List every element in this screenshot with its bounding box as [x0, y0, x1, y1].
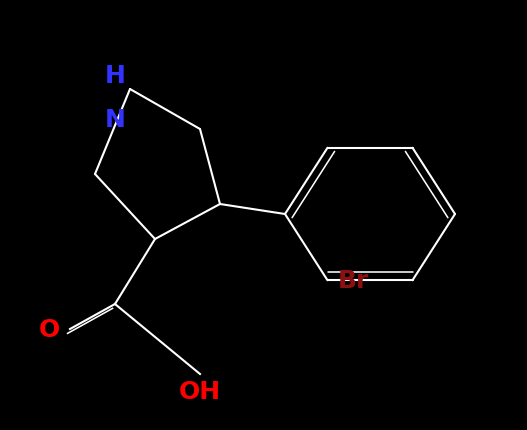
Text: N: N: [104, 108, 125, 132]
Text: H: H: [104, 64, 125, 88]
Text: O: O: [39, 317, 60, 341]
Text: OH: OH: [179, 379, 221, 403]
Text: Br: Br: [337, 269, 369, 292]
